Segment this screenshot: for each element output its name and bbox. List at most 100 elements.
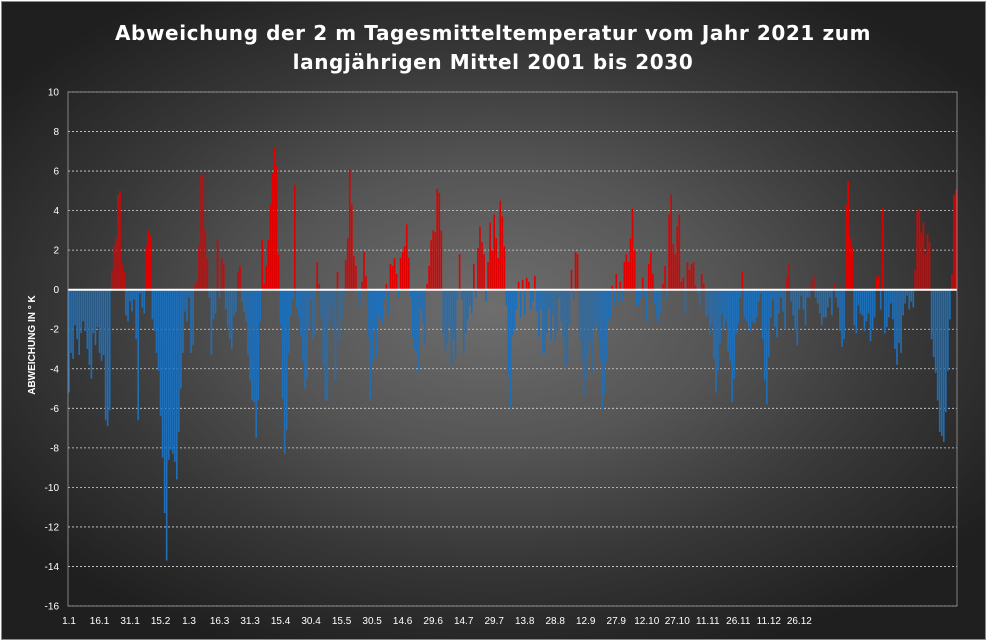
bar — [910, 289, 913, 302]
y-tick-label: 4 — [53, 206, 59, 217]
bar — [908, 289, 911, 310]
bar — [489, 222, 491, 290]
bar — [485, 289, 487, 302]
bar — [643, 289, 646, 296]
bar — [261, 240, 264, 290]
x-tick-label: 16.3 — [210, 616, 230, 627]
bar — [898, 289, 900, 344]
bar — [796, 289, 799, 346]
bar — [525, 277, 528, 290]
bar — [452, 289, 455, 340]
bar — [875, 277, 878, 290]
bar — [96, 289, 99, 328]
bar — [169, 289, 172, 450]
bar — [737, 289, 740, 324]
bar — [178, 289, 180, 433]
bar — [841, 289, 843, 348]
bar — [365, 275, 367, 290]
bar — [704, 289, 707, 318]
bar — [810, 281, 813, 290]
bar — [397, 289, 400, 298]
bar — [521, 279, 524, 290]
bar — [847, 180, 849, 290]
bar — [228, 289, 231, 340]
bar — [574, 252, 577, 290]
y-tick-label: -6 — [50, 404, 59, 415]
bar — [247, 289, 249, 355]
bar — [550, 289, 552, 342]
bar — [131, 289, 133, 312]
bar — [444, 289, 447, 351]
bar — [786, 277, 788, 290]
bar — [112, 246, 115, 290]
bar — [886, 289, 888, 328]
bar — [804, 289, 807, 326]
bar — [389, 263, 392, 290]
bar — [210, 289, 213, 355]
bar — [572, 289, 575, 300]
bar — [381, 289, 384, 324]
x-tick-label: 31.3 — [240, 616, 260, 627]
bar — [627, 262, 630, 290]
x-tick-label: 28.8 — [545, 616, 565, 627]
bar — [845, 204, 847, 290]
bar — [139, 289, 142, 294]
bar — [72, 289, 74, 359]
bar — [357, 289, 359, 298]
bar — [192, 289, 194, 346]
bar — [377, 289, 380, 316]
bar — [176, 289, 178, 480]
bar — [367, 289, 369, 338]
bar — [310, 289, 312, 300]
bar — [639, 289, 642, 300]
bar — [416, 289, 418, 353]
bar — [894, 289, 896, 349]
bar — [790, 289, 793, 302]
bar — [446, 289, 449, 344]
bar — [633, 250, 636, 290]
bar — [609, 289, 611, 318]
y-tick-label: 10 — [48, 88, 60, 99]
bar — [332, 289, 335, 330]
bar — [721, 289, 723, 314]
bar — [336, 271, 339, 290]
bar — [629, 238, 632, 290]
bar — [145, 246, 148, 290]
x-tick-label: 12.10 — [634, 616, 659, 627]
bar — [241, 289, 243, 302]
bar — [857, 289, 860, 306]
y-tick-label: 2 — [53, 246, 59, 257]
bar — [80, 289, 83, 334]
bar — [662, 283, 664, 290]
bar — [599, 289, 601, 361]
bar — [78, 289, 81, 355]
bar — [613, 289, 616, 306]
bar — [892, 289, 894, 320]
bar — [546, 289, 548, 334]
bar — [668, 214, 670, 290]
bar — [161, 289, 164, 458]
bar — [619, 281, 622, 290]
y-tick-label: 8 — [53, 127, 59, 138]
bar — [802, 289, 805, 310]
bar — [202, 173, 205, 290]
bar — [269, 204, 272, 290]
bar — [104, 289, 107, 421]
bar — [393, 258, 396, 290]
bar — [869, 289, 872, 342]
bar — [208, 289, 211, 298]
bar — [617, 289, 620, 302]
bar — [918, 208, 921, 290]
bar — [900, 289, 902, 353]
bar — [808, 289, 811, 298]
bar — [523, 289, 526, 316]
bar — [686, 262, 689, 290]
bar — [517, 281, 520, 290]
bar — [595, 289, 597, 324]
bar — [283, 289, 286, 454]
bar — [147, 230, 150, 290]
x-tick-label: 30.4 — [301, 616, 321, 627]
bar — [184, 289, 186, 312]
bar — [853, 289, 856, 326]
